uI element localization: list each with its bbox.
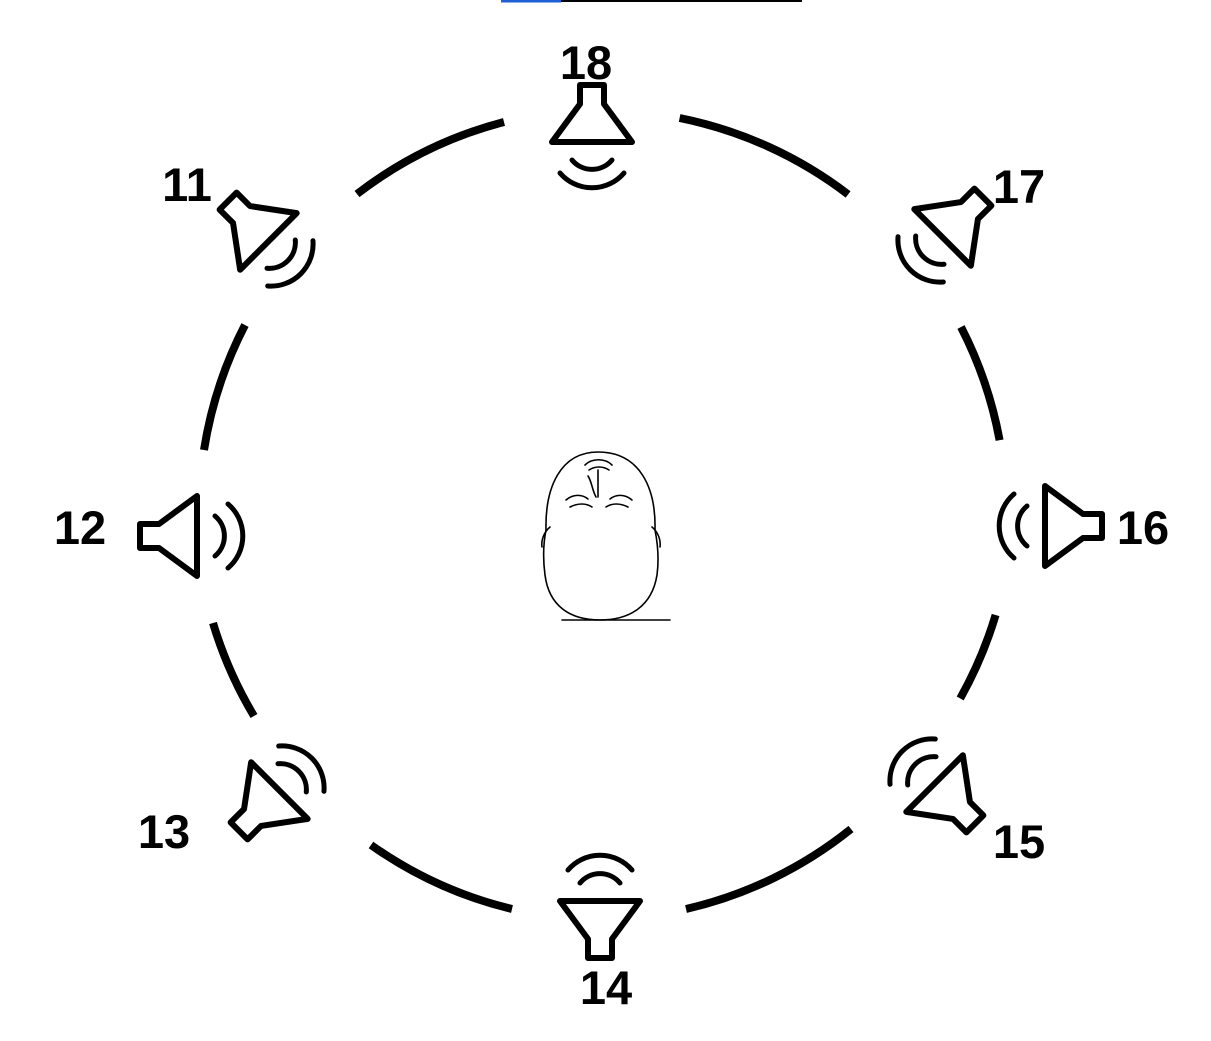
speaker-labels: 18 17 16 15 14 13 12 11 — [54, 36, 1169, 1014]
sound-wave-outer — [557, 170, 627, 191]
speaker-label-18: 18 — [560, 36, 612, 89]
speaker-13-icon — [227, 743, 327, 843]
speaker-cone — [227, 759, 311, 843]
sound-wave-outer — [225, 501, 246, 571]
sound-wave-inner — [1015, 503, 1030, 549]
listener-head-icon — [541, 451, 671, 621]
sound-wave-outer — [887, 736, 938, 787]
speaker-cone — [549, 82, 635, 145]
sound-wave-outer — [565, 852, 635, 873]
speaker-18-icon — [549, 82, 635, 191]
speaker-label-16: 16 — [1117, 501, 1169, 554]
speaker-16-icon — [996, 483, 1105, 569]
sound-wave-inner — [569, 157, 615, 172]
sound-wave-inner — [275, 761, 309, 795]
ring-arc — [209, 621, 258, 719]
speaker-label-12: 12 — [54, 501, 106, 554]
sound-wave-outer — [276, 743, 327, 794]
speaker-cone — [557, 898, 643, 961]
ring-arc — [200, 323, 249, 451]
ring-arc — [368, 841, 513, 913]
speaker-cone — [137, 493, 200, 579]
sound-wave-inner — [212, 513, 227, 559]
speaker-cone — [911, 185, 995, 269]
sound-wave-inner — [913, 233, 947, 267]
ring-arc — [956, 613, 1000, 701]
speaker-label-13: 13 — [138, 805, 190, 858]
speaker-ring — [200, 114, 1004, 913]
speaker-label-17: 17 — [993, 160, 1045, 213]
speaker-label-11: 11 — [162, 158, 212, 211]
speaker-label-14: 14 — [580, 961, 632, 1014]
sound-wave-inner — [905, 754, 939, 788]
speaker-cone — [216, 189, 300, 273]
ring-arc — [957, 325, 1004, 441]
speaker-11-icon — [216, 189, 316, 289]
ring-arc — [354, 118, 506, 198]
speaker-cone — [1042, 483, 1105, 569]
sound-wave-outer — [996, 491, 1017, 561]
ring-arc — [678, 114, 851, 198]
speaker-14-icon — [557, 852, 643, 961]
speaker-cone — [903, 752, 987, 836]
sound-wave-inner — [577, 871, 623, 886]
sound-wave-outer — [895, 234, 946, 285]
speaker-15-icon — [887, 736, 987, 836]
sound-wave-inner — [264, 237, 298, 271]
speaker-label-15: 15 — [993, 815, 1045, 868]
ring-arc — [685, 825, 854, 913]
speaker-12-icon — [137, 493, 246, 579]
speaker-17-icon — [895, 185, 995, 285]
